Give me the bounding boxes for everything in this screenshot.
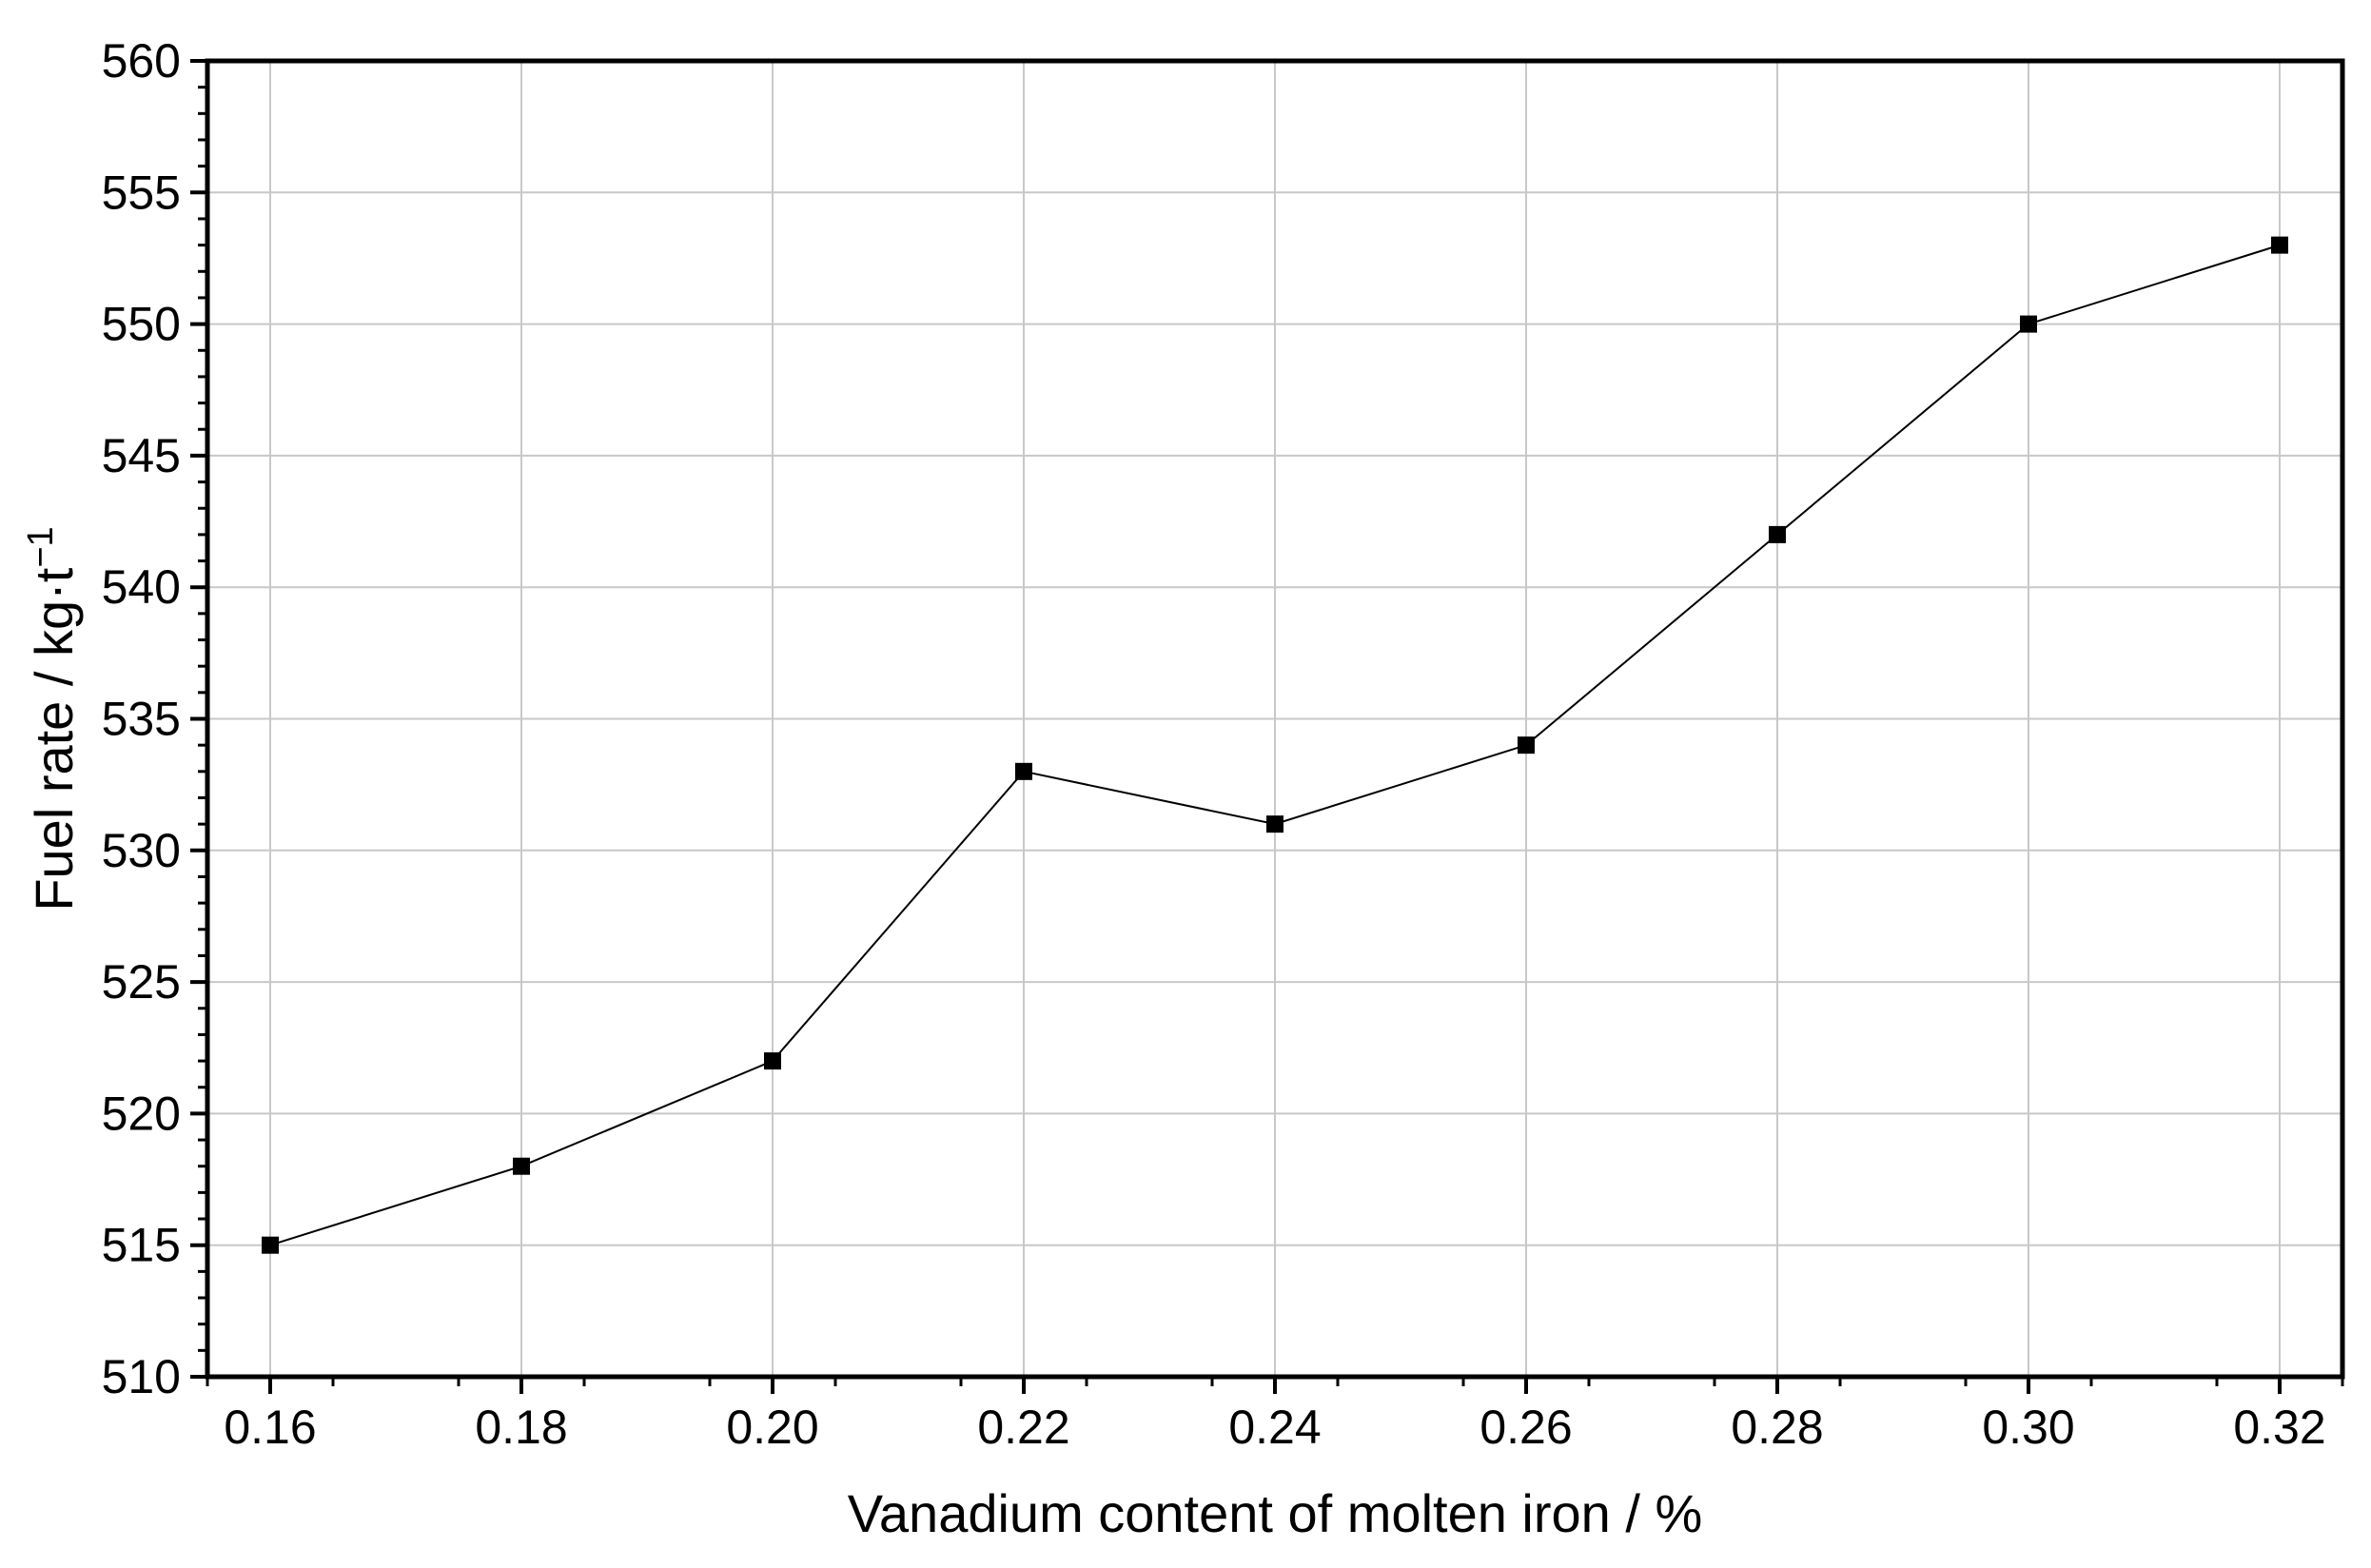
x-tick-label: 0.24 [1228, 1401, 1321, 1454]
y-axis-label-superscript: −1 [21, 526, 61, 567]
y-tick-label: 560 [102, 34, 181, 88]
y-axis-label-main: Fuel rate / kg·t [24, 567, 84, 911]
grid-lines [207, 61, 2342, 1377]
y-tick-label: 550 [102, 298, 181, 351]
y-tick-label: 510 [102, 1350, 181, 1403]
x-tick-label: 0.26 [1479, 1401, 1572, 1454]
y-tick-label: 520 [102, 1087, 181, 1140]
minor-ticks [198, 86, 2344, 1386]
x-tick-label: 0.22 [977, 1401, 1069, 1454]
data-point-marker [1266, 815, 1283, 833]
x-tick-label: 0.28 [1731, 1401, 1823, 1454]
y-tick-label: 555 [102, 166, 181, 219]
x-tick-label: 0.18 [475, 1401, 567, 1454]
x-tick-label: 0.16 [224, 1401, 316, 1454]
x-tick-labels: 0.16 0.18 0.20 0.22 0.24 0.26 0.28 0.30 0.32 [224, 1401, 2325, 1454]
data-point-marker [2271, 236, 2288, 254]
x-tick-label: 0.32 [2233, 1401, 2325, 1454]
data-point-marker [1015, 762, 1032, 780]
y-tick-label: 535 [102, 693, 181, 746]
y-tick-label: 540 [102, 560, 181, 614]
major-ticks [190, 59, 2282, 1394]
y-tick-labels: 510 515 520 525 530 535 540 545 550 555 560 [102, 34, 181, 1403]
y-tick-label: 515 [102, 1219, 181, 1272]
x-tick-label: 0.30 [1982, 1401, 2074, 1454]
data-point-marker [764, 1052, 781, 1070]
x-tick-label: 0.20 [726, 1401, 818, 1454]
x-axis-label: Vanadium content of molten iron / % [848, 1483, 1703, 1543]
y-tick-label: 545 [102, 429, 181, 482]
plot-frame [205, 58, 2345, 1380]
data-point-marker [1518, 736, 1535, 755]
y-tick-label: 530 [102, 824, 181, 877]
data-series [262, 236, 2288, 1254]
data-point-marker [262, 1236, 279, 1254]
data-point-marker [2020, 315, 2037, 333]
y-axis-label: Fuel rate / kg·t−1 [21, 526, 84, 911]
data-point-marker [513, 1157, 530, 1175]
y-tick-label: 525 [102, 955, 181, 1009]
data-point-marker [1769, 525, 1786, 543]
